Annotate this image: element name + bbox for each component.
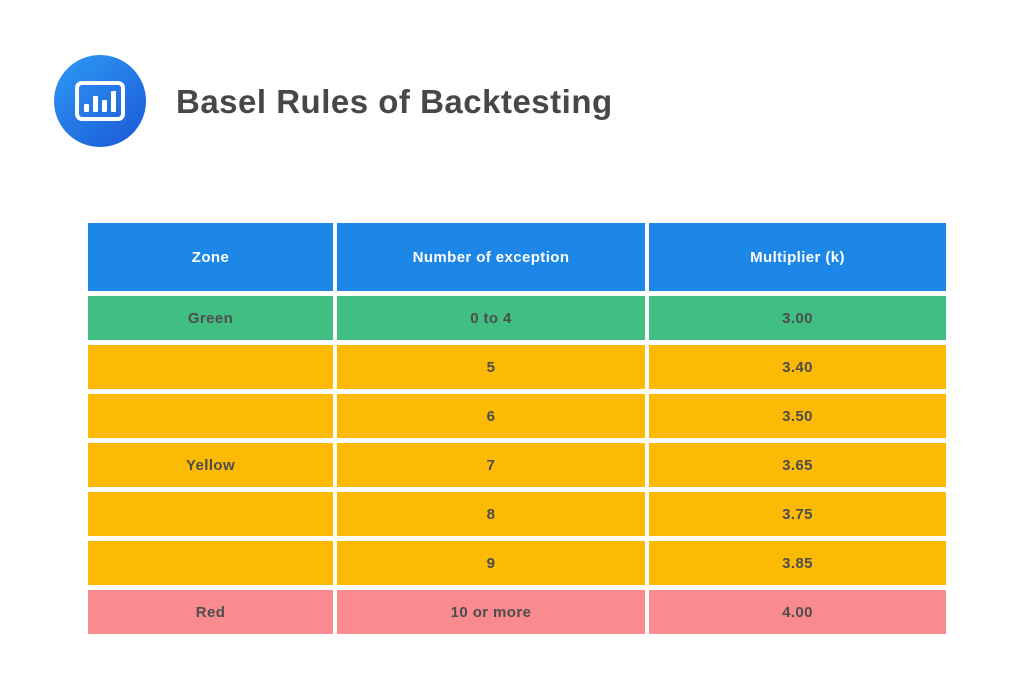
bar-chart-icon-bar (102, 100, 107, 112)
column-header-multiplier: Multiplier (k) (649, 223, 946, 291)
page-title: Basel Rules of Backtesting (176, 83, 613, 120)
table-cell-zone: Yellow (88, 443, 333, 487)
table-cell-exceptions: 6 (337, 394, 645, 438)
table-cell-exceptions: 5 (337, 345, 645, 389)
bar-chart-icon-bar (111, 91, 116, 112)
bar-chart-icon-bar (84, 104, 89, 112)
table-cell-exceptions: 10 or more (337, 590, 645, 634)
bar-chart-icon (54, 55, 146, 147)
table-cell-exceptions: 0 to 4 (337, 296, 645, 340)
bar-chart-icon-frame (75, 81, 125, 121)
table-cell-zone: Red (88, 590, 333, 634)
table-cell-multiplier: 3.65 (649, 443, 946, 487)
table-cell-zone (88, 345, 333, 389)
basel-table: Zone Number of exception Multiplier (k) … (88, 223, 946, 634)
table-cell-zone (88, 394, 333, 438)
table-cell-multiplier: 3.40 (649, 345, 946, 389)
table-cell-zone (88, 541, 333, 585)
table-cell-multiplier: 3.50 (649, 394, 946, 438)
table-cell-multiplier: 3.75 (649, 492, 946, 536)
table-cell-exceptions: 9 (337, 541, 645, 585)
table-cell-zone: Green (88, 296, 333, 340)
table-cell-exceptions: 8 (337, 492, 645, 536)
table-cell-zone (88, 492, 333, 536)
table-cell-multiplier: 3.85 (649, 541, 946, 585)
bar-chart-icon-bar (93, 96, 98, 112)
table-cell-multiplier: 3.00 (649, 296, 946, 340)
column-header-zone: Zone (88, 223, 333, 291)
table-cell-exceptions: 7 (337, 443, 645, 487)
table-cell-multiplier: 4.00 (649, 590, 946, 634)
column-header-exceptions: Number of exception (337, 223, 645, 291)
